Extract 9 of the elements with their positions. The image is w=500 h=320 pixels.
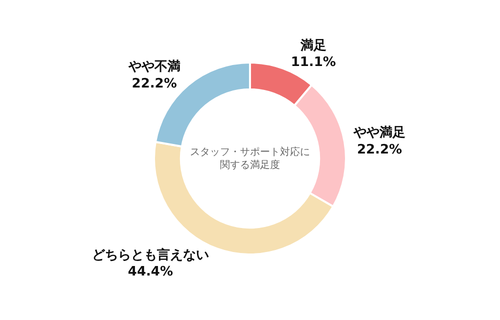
slice-label: どちらとも言えない [92, 246, 209, 263]
data-label: 44.4% [128, 264, 173, 280]
data-label: 22.2% [132, 76, 177, 92]
data-label: 11.1% [290, 55, 336, 70]
slice-label: やや不満 [127, 60, 180, 75]
slice-label: やや満足 [352, 125, 406, 140]
slice-label: 満足 [299, 38, 326, 54]
data-label: 22.2% [356, 142, 402, 158]
text: スタッフ・サポート対応に関する満足度 [190, 146, 310, 171]
